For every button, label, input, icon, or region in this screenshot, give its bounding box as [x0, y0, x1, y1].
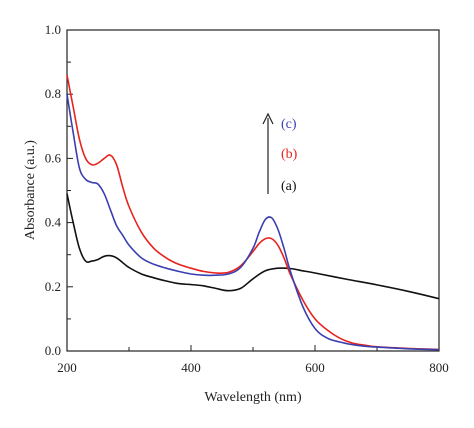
legend-label-c: (c)	[281, 117, 297, 132]
legend: (c) (b) (a)	[262, 112, 298, 194]
x-tick-label: 200	[57, 360, 77, 375]
plot-frame	[66, 29, 440, 352]
x-tick-label: 800	[429, 360, 449, 375]
legend-arrow-head	[262, 112, 274, 125]
series-lines	[66, 74, 440, 351]
legend-label-a: (a)	[281, 179, 297, 194]
y-tick-label: 0.8	[45, 86, 61, 101]
legend-label-b: (b)	[281, 147, 298, 162]
series-line-a	[66, 193, 440, 300]
axis-ticks: 200 400 600 800 0.0 0.2 0.4 0.6 0.8 1.0	[45, 22, 449, 375]
x-tick-label: 400	[181, 360, 201, 375]
series-line-c	[66, 94, 440, 351]
series-line-b	[66, 74, 440, 351]
y-tick-label: 0.6	[45, 150, 62, 165]
x-tick-label: 600	[305, 360, 325, 375]
y-tick-label: 0.2	[45, 279, 61, 294]
y-tick-label: 1.0	[45, 22, 61, 37]
y-tick-label: 0.0	[45, 343, 61, 358]
y-axis-title: Absorbance (a.u.)	[23, 140, 38, 240]
x-axis-title: Wavelength (nm)	[204, 390, 302, 405]
y-tick-label: 0.4	[45, 215, 62, 230]
